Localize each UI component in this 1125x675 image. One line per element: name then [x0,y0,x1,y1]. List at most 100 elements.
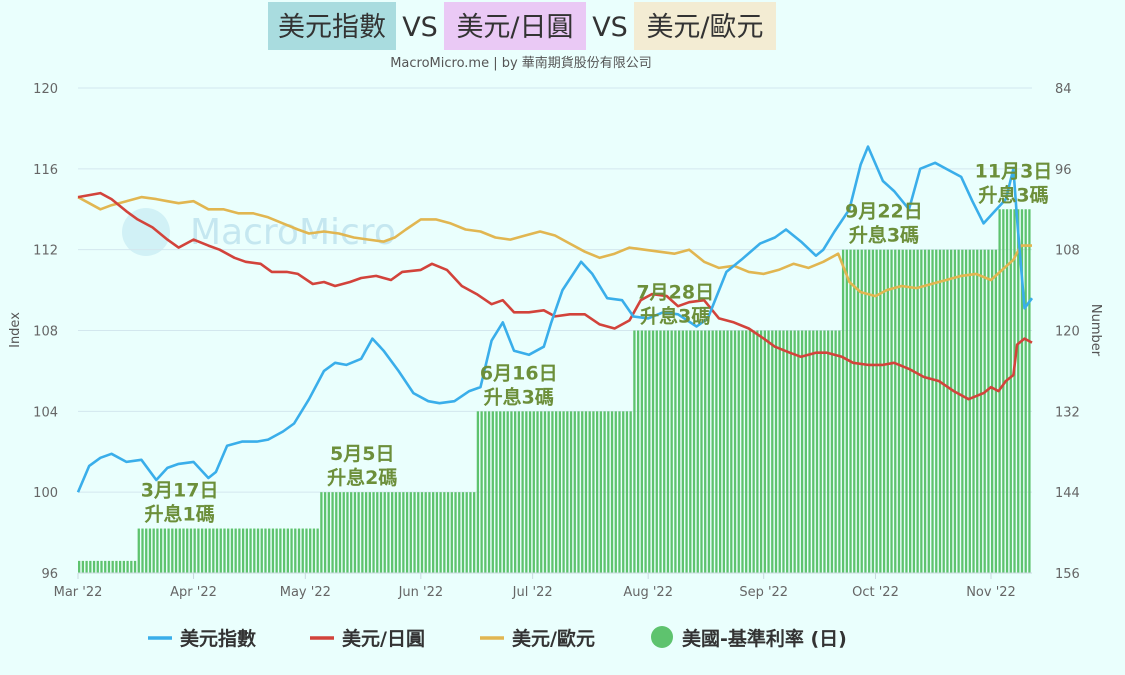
rate-bar [905,249,908,574]
rate-bar [435,492,439,573]
rate-bar [648,330,651,573]
rate-bar [301,528,304,573]
rate-bar [655,330,658,573]
rate-bar [994,249,998,574]
rate-bar [391,492,394,573]
title-part-usdeur: 美元/歐元 [646,12,763,43]
title-part-vs1: VS [402,12,438,43]
y-left-tick-label: 120 [33,82,58,97]
rate-bar [227,528,230,573]
rate-bar [938,249,942,574]
rate-bar [275,528,278,573]
rate-bar [551,411,554,573]
watermark: MacroMicro [122,208,396,256]
rate-bar [789,330,793,573]
rate-bar [104,560,107,574]
rate-bar [979,249,983,574]
rate-bar [797,330,800,573]
rate-bar [1013,209,1016,573]
rate-bar [577,411,580,573]
rate-bar [450,492,453,573]
rate-bar [588,411,591,573]
rate-bar [152,528,155,573]
watermark-text: MacroMicro [190,212,396,253]
rate-bar [476,411,480,573]
rate-bar [759,330,763,573]
rate-bar [748,330,752,573]
rate-bar [543,411,547,573]
rate-bar [458,492,461,573]
rate-bar [745,330,748,573]
rate-bar [625,411,629,573]
rate-bar [834,330,837,573]
rate-bar [964,249,968,574]
rate-bar [562,411,565,573]
rate-bar [85,560,88,574]
rate-bar [118,560,122,574]
rate-bar [1028,209,1031,573]
y-left-tick-label: 108 [33,325,58,340]
rate-bar [469,492,472,573]
y-left-tick-label: 104 [33,405,58,420]
rate-bar [268,528,271,573]
x-tick-label: Nov '22 [966,585,1016,600]
annotation-date: 9月22日 [845,201,923,223]
y-right-tick-label: 156 [1055,567,1080,582]
rate-bar [845,249,848,574]
rate-bar [767,330,770,573]
rate-bar [756,330,759,573]
rate-bar [398,492,401,573]
rate-bar [618,411,621,573]
rate-bar [387,492,390,573]
rate-bar [506,411,509,573]
rate-bar [774,330,778,573]
rate-bar [778,330,781,573]
rate-bar [808,330,811,573]
rate-bar [532,411,535,573]
legend-swatch [651,626,673,648]
rate-bar [323,492,327,573]
rate-bar [446,492,450,573]
rate-bar [163,528,167,573]
rate-bar [718,330,722,573]
rate-bar [931,249,934,574]
rate-bar [361,492,364,573]
rate-bar [897,249,901,574]
rate-bar [815,330,819,573]
rate-bar [882,249,886,574]
rate-bar [715,330,718,573]
annotations: 3月17日升息1碼5月5日升息2碼6月16日升息3碼7月28日升息3碼9月22日… [141,160,1053,525]
rate-bar [525,411,528,573]
rate-bar [1002,209,1005,573]
rate-bar [167,528,170,573]
rate-bar [495,411,498,573]
rate-bar [573,411,576,573]
rate-bar [860,249,863,574]
rate-bar [126,560,129,574]
rate-bar [204,528,207,573]
series-line-2 [77,195,1032,298]
rate-bar [137,528,140,573]
rate-bar [622,411,625,573]
x-tick-label: Jun '22 [398,585,444,600]
annotation-date: 3月17日 [141,480,219,502]
rate-bar [614,411,617,573]
rate-bar [722,330,725,573]
rate-bar [935,249,938,574]
rate-bar [983,249,986,574]
rate-bar [741,330,744,573]
rate-bar [920,249,923,574]
rate-bar [666,330,670,573]
rate-bar [819,330,822,573]
rate-bar [927,249,930,574]
rate-bar [219,528,222,573]
rate-bar [786,330,789,573]
rate-bar [238,528,241,573]
rate-bar [89,560,92,574]
rate-bar [514,411,517,573]
rate-bar [629,411,632,573]
rate-bar [644,330,647,573]
rate-bar [461,492,465,573]
rate-bar [473,492,476,573]
rate-bar [376,492,379,573]
